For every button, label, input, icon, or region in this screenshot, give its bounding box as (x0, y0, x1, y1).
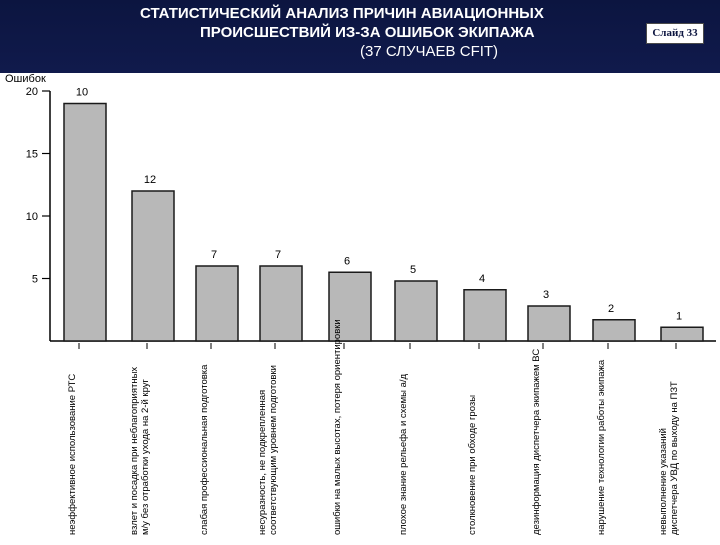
data-label: 12 (144, 174, 156, 186)
category-label: ошибки на малых высотах, потеря ориентир… (332, 319, 343, 535)
y-axis-title: Ошибок (5, 73, 46, 85)
data-label: 2 (608, 303, 614, 315)
bar (660, 326, 704, 342)
bar (592, 319, 636, 342)
data-label: 1 (676, 310, 682, 322)
data-label: 7 (211, 249, 217, 261)
y-tick-label: 5 (32, 274, 38, 286)
category-label: столкновение при обходе грозы (467, 395, 478, 535)
slide-number-badge: Слайд 33 (646, 23, 704, 44)
category-label: невыполнение указанийдиспетчера УВД по в… (658, 381, 680, 535)
category-label: взлет и посадка при неблагоприятныхм/у б… (129, 367, 151, 535)
chart-area: Ошибок 5 10 15 20 10 неэффективное использован… (0, 73, 720, 540)
y-tick-label: 10 (26, 211, 38, 223)
data-label: 4 (479, 273, 485, 285)
bar (328, 271, 372, 342)
category-label: дезинформация диспетчера экипажем ВС (531, 349, 542, 535)
bar (394, 280, 438, 342)
data-label: 3 (543, 289, 549, 301)
category-label: нарушение технологии работы экипажа (596, 359, 607, 535)
title-line-2: ПРОИСШЕСТВИЙ ИЗ-ЗА ОШИБОК ЭКИПАЖА (200, 24, 535, 41)
title-line-1: СТАТИСТИЧЕСКИЙ АНАЛИЗ ПРИЧИН АВИАЦИОННЫХ (140, 5, 544, 22)
category-label: слабая профессиональная подготовка (199, 364, 210, 535)
data-label: 5 (410, 264, 416, 276)
category-label: плохое знание рельефа и схемы а/д (398, 374, 409, 535)
data-label: 6 (344, 255, 350, 267)
title-line-3: (37 СЛУЧАЕВ CFIT) (360, 43, 499, 60)
bar (63, 102, 107, 342)
y-tick-label: 20 (26, 86, 38, 98)
bar (195, 265, 239, 342)
bar (527, 305, 571, 342)
slide-header: СТАТИСТИЧЕСКИЙ АНАЛИЗ ПРИЧИН АВИАЦИОННЫХ… (0, 0, 720, 73)
category-label: неэффективное использование РТС (67, 374, 78, 535)
bar (259, 265, 303, 342)
bar (131, 190, 175, 342)
bar (463, 289, 507, 342)
y-tick-label: 15 (26, 149, 38, 161)
category-label: несуразность, не подкрепленнаясоответств… (257, 365, 279, 535)
data-label: 10 (76, 87, 88, 99)
data-label: 7 (275, 249, 281, 261)
